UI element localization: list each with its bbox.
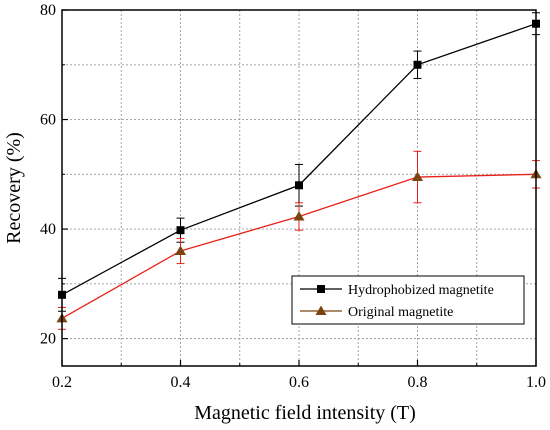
data-point-square — [413, 60, 422, 69]
data-point-triangle — [175, 245, 186, 255]
x-tick-label: 0.6 — [289, 374, 309, 391]
data-point-square — [295, 181, 303, 190]
legend-marker-triangle — [315, 305, 327, 315]
x-tick-label: 0.4 — [171, 374, 191, 391]
x-axis-title: Magnetic field intensity (T) — [194, 402, 416, 424]
x-tick-label: 0.2 — [52, 374, 72, 391]
y-tick-label: 40 — [40, 221, 56, 238]
legend-label-original: Original magnetite — [348, 305, 453, 320]
y-tick-label: 80 — [40, 2, 56, 19]
legend-label-hydrophobized: Hydrophobized magnetite — [348, 283, 494, 298]
data-point-square — [176, 226, 185, 235]
axes: 0.2 0.4 0.6 0.8 1.0 20 40 60 80 — [40, 2, 546, 391]
legend: Hydrophobized magnetite Original magneti… — [291, 275, 525, 325]
legend-box — [291, 275, 525, 325]
x-tick-label: 1.0 — [526, 374, 546, 391]
y-tick-label: 60 — [40, 112, 56, 129]
legend-marker-square — [317, 285, 325, 293]
y-axis-title: Recovery (%) — [3, 132, 25, 244]
data-point-triangle — [412, 171, 423, 182]
x-tick-label: 0.8 — [408, 374, 428, 391]
y-tick-label: 20 — [40, 331, 56, 348]
data-point-triangle — [293, 210, 305, 221]
